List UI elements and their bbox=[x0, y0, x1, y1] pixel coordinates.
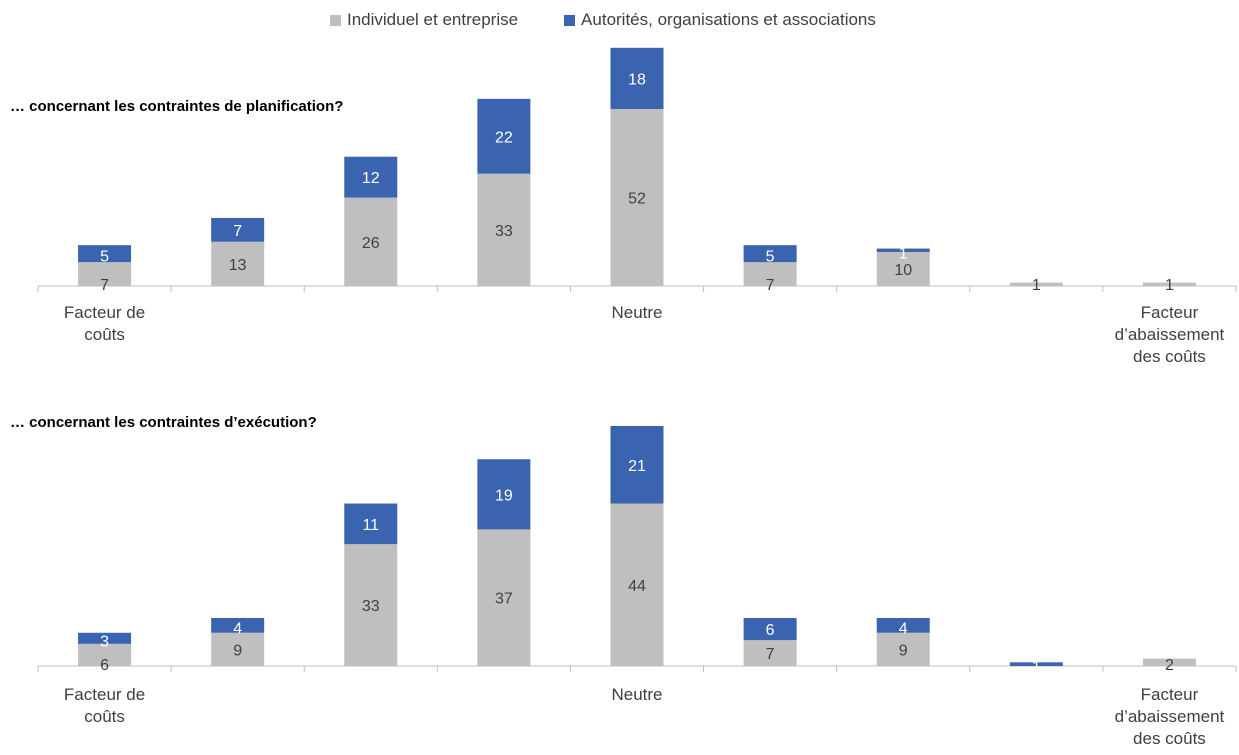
bar-segment-series-a bbox=[1142, 282, 1196, 286]
bar-segment-series-b bbox=[344, 503, 398, 545]
x-tick-label-planning: Facteur d’abaissement des coûts bbox=[1115, 303, 1225, 366]
data-label-series-b: 7 bbox=[233, 223, 242, 240]
data-label-series-b: 19 bbox=[495, 487, 513, 504]
bar-segment-series-a bbox=[610, 503, 664, 666]
bar-segment-series-b bbox=[344, 156, 398, 198]
bar-segment-series-b bbox=[743, 618, 797, 641]
bar-segment-series-b bbox=[477, 98, 531, 174]
data-label-series-a: 9 bbox=[899, 642, 908, 659]
data-label-series-b: 11 bbox=[362, 517, 379, 534]
data-label-series-a: 7 bbox=[766, 646, 775, 663]
data-label-series-a: 33 bbox=[495, 223, 513, 240]
data-label-series-b: 5 bbox=[766, 249, 775, 266]
bar-segment-series-b bbox=[211, 217, 265, 242]
x-tick-label-execution: Neutre bbox=[611, 685, 662, 704]
data-label-series-a: 52 bbox=[628, 191, 646, 208]
bar-segment-series-a bbox=[78, 643, 132, 666]
data-label-series-b: 3 bbox=[100, 633, 109, 650]
data-label-series-b: 1 bbox=[899, 245, 908, 262]
bar-segment-series-a bbox=[1142, 658, 1196, 666]
data-label-series-a: 44 bbox=[628, 578, 646, 595]
legend-item-series-a: Individuel et entreprise bbox=[330, 10, 518, 30]
bar-segment-series-a bbox=[477, 529, 531, 666]
chart-title-execution: … concernant les contraintes d’exécution… bbox=[10, 414, 317, 431]
legend-swatch-series-b bbox=[564, 14, 576, 26]
data-label-series-a: 2 bbox=[1165, 657, 1174, 674]
data-label-series-b: 6 bbox=[766, 622, 775, 639]
bar-segment-series-a bbox=[743, 262, 797, 286]
data-label-series-a: 7 bbox=[766, 277, 775, 294]
data-label-series-b: 1 bbox=[1032, 659, 1041, 676]
data-label-series-b: 4 bbox=[233, 620, 242, 637]
bar-segment-series-a bbox=[610, 109, 664, 286]
bar-segment-series-a bbox=[78, 262, 132, 286]
bar-segment-series-b bbox=[78, 245, 132, 263]
legend-label-series-b: Autorités, organisations et associations bbox=[581, 10, 876, 29]
data-label-series-a: 6 bbox=[100, 657, 109, 674]
bar-segment-series-b bbox=[78, 632, 132, 644]
bar-segment-series-a bbox=[743, 640, 797, 666]
bar-segment-series-b bbox=[610, 47, 664, 110]
data-label-series-b: 18 bbox=[628, 71, 646, 88]
bar-segment-series-b bbox=[876, 248, 930, 252]
bar-segment-series-a bbox=[876, 632, 930, 666]
data-label-series-b: 4 bbox=[899, 620, 908, 637]
bar-segment-series-a bbox=[211, 241, 265, 286]
bar-segment-series-a bbox=[211, 632, 265, 666]
data-label-series-a: 33 bbox=[362, 598, 380, 615]
data-label-series-a: 1 bbox=[1165, 277, 1174, 294]
bar-segment-series-b bbox=[743, 245, 797, 263]
bar-segment-series-b bbox=[876, 618, 930, 633]
data-label-series-b: 21 bbox=[628, 458, 646, 475]
bar-segment-series-a bbox=[344, 544, 398, 666]
data-label-series-b: 12 bbox=[362, 170, 380, 187]
bar-segment-series-a bbox=[477, 173, 531, 286]
bar-segment-series-b bbox=[610, 426, 664, 504]
legend-item-series-b: Autorités, organisations et associations bbox=[564, 10, 876, 30]
data-label-series-b: 5 bbox=[100, 249, 109, 266]
data-label-series-a: 9 bbox=[233, 642, 242, 659]
data-label-series-a: 37 bbox=[495, 591, 513, 608]
data-label-series-b: 22 bbox=[495, 129, 513, 146]
bar-segment-series-b bbox=[1009, 662, 1063, 666]
legend: Individuel et entreprise Autorités, orga… bbox=[330, 10, 876, 30]
data-label-series-a: 1 bbox=[1032, 277, 1041, 294]
bar-segment-series-a bbox=[344, 197, 398, 286]
x-tick-label-planning: Facteur de coûts bbox=[64, 303, 145, 344]
data-label-series-a: 10 bbox=[894, 262, 912, 279]
x-tick-label-execution: Facteur de coûts bbox=[64, 685, 145, 726]
x-tick-label-execution: Facteur d’abaissement des coûts bbox=[1115, 685, 1225, 748]
data-label-series-a: 26 bbox=[362, 235, 380, 252]
x-tick-label-planning: Neutre bbox=[611, 303, 662, 322]
bar-segment-series-a bbox=[876, 251, 930, 286]
legend-swatch-series-a bbox=[330, 14, 341, 26]
chart-title-planning: … concernant les contraintes de planific… bbox=[10, 98, 344, 115]
bar-segment-series-b bbox=[211, 618, 265, 633]
bar-segment-series-a bbox=[1009, 282, 1063, 286]
bar-segment-series-b bbox=[477, 459, 531, 530]
legend-label-series-a: Individuel et entreprise bbox=[347, 10, 519, 29]
data-label-series-a: 13 bbox=[229, 257, 247, 274]
data-label-series-a: 7 bbox=[100, 277, 109, 294]
